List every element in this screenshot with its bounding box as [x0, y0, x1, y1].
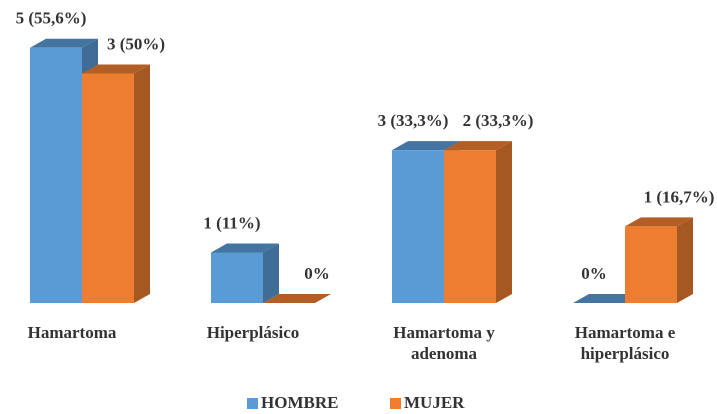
legend-swatch	[390, 398, 401, 409]
bar-side	[134, 64, 150, 303]
bar	[82, 64, 150, 303]
bar-side	[496, 141, 512, 303]
value-label: 0%	[304, 264, 330, 283]
legend-swatch	[247, 398, 258, 409]
bar	[625, 217, 693, 303]
bar-front	[30, 47, 82, 303]
x-tick-label: Hamartoma	[27, 323, 117, 342]
bar-side	[263, 243, 279, 303]
bar-side	[677, 217, 693, 303]
bar-front	[82, 73, 134, 303]
value-label: 2 (33,3%)	[463, 111, 534, 130]
value-label: 5 (55,6%)	[16, 9, 87, 28]
bar-front	[625, 226, 677, 303]
bar-front	[211, 252, 263, 303]
legend-label: MUJER	[404, 393, 465, 412]
bar-top	[82, 64, 150, 74]
bar-top	[625, 217, 693, 227]
value-label: 0%	[581, 264, 607, 283]
bar-top	[211, 243, 279, 253]
value-label: 3 (50%)	[107, 34, 165, 53]
bar	[444, 141, 512, 303]
bar	[573, 294, 641, 303]
bar-front	[392, 150, 444, 303]
bar-top	[30, 38, 98, 48]
x-tick-label: Hiperplásico	[206, 323, 300, 342]
bar-top	[444, 141, 512, 151]
bar-top	[392, 141, 460, 151]
value-label: 3 (33,3%)	[378, 111, 449, 130]
value-label: 1 (16,7%)	[644, 187, 715, 206]
x-tick-label: Hamartoma y adenoma	[393, 323, 495, 363]
legend-label: HOMBRE	[261, 393, 338, 412]
value-label: 1 (11%)	[203, 213, 260, 232]
bar-front	[444, 150, 496, 303]
bar	[263, 294, 331, 303]
bar	[211, 243, 279, 303]
x-tick-label: Hamartoma e hiperplásico	[574, 323, 676, 363]
bar-top	[573, 294, 641, 303]
bar-top	[263, 294, 331, 303]
